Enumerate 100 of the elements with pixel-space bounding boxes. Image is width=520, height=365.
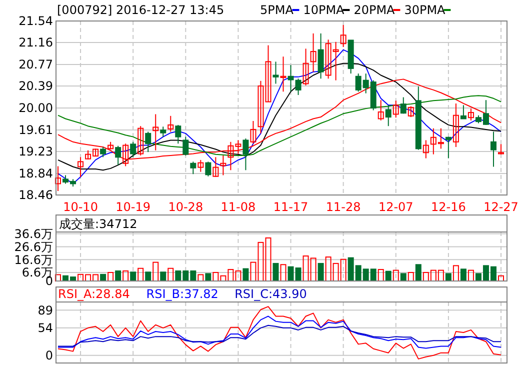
- bar: [400, 273, 406, 282]
- bar: [205, 273, 212, 282]
- candlestick: [422, 140, 429, 159]
- candlestick: [220, 154, 226, 176]
- candlestick: [400, 96, 406, 114]
- candlestick: [160, 126, 166, 138]
- candlestick: [385, 104, 392, 127]
- y-tick-label: 21.54: [18, 14, 53, 28]
- bar: [138, 268, 144, 282]
- line-series: [58, 316, 502, 349]
- y-tick-label: 20.39: [18, 79, 53, 94]
- y-tick-label: 18.84: [18, 166, 53, 181]
- candlestick: [280, 56, 286, 92]
- candlestick: [175, 124, 182, 144]
- candlestick: [460, 104, 466, 120]
- candlestick: [318, 32, 324, 80]
- x-tick-label: 10-28: [168, 200, 204, 214]
- candlestick: [452, 102, 459, 148]
- legend-label: 20PMA: [354, 3, 396, 17]
- candlestick: [490, 131, 496, 168]
- legend-label: 30PMA: [404, 3, 446, 17]
- bar: [498, 275, 504, 282]
- line-series: [58, 306, 502, 360]
- line-series: [58, 49, 502, 184]
- bar: [108, 272, 114, 282]
- x-tick-label: 11-28: [326, 200, 361, 214]
- text: RSI_C:43.90: [234, 287, 307, 301]
- bar: [378, 269, 384, 282]
- bar: [160, 272, 166, 282]
- bar: [408, 272, 414, 282]
- candlestick: [205, 161, 212, 177]
- candlestick: [190, 161, 196, 175]
- candlestick: [498, 144, 504, 155]
- candlestick: [138, 126, 144, 156]
- x-tick-label: 12-27: [484, 200, 518, 214]
- candlestick: [212, 156, 219, 178]
- bar: [272, 262, 279, 282]
- candlestick: [392, 100, 399, 118]
- x-tick-label: 12-07: [378, 200, 414, 214]
- candlestick: [272, 61, 279, 84]
- x-tick-label: 12-16: [431, 200, 466, 214]
- y-tick-label: 18.46: [18, 188, 53, 202]
- text: RSI_B:37.82: [146, 287, 218, 301]
- candlestick: [100, 146, 106, 158]
- candlestick: [78, 156, 84, 178]
- y-tick-label: 19.23: [18, 144, 53, 159]
- chart-title: [000792] 2016-12-27 13:45: [57, 3, 224, 17]
- candlestick: [408, 106, 414, 118]
- y-tick-label: 20.77: [18, 58, 53, 72]
- candlestick: [302, 48, 309, 86]
- bar: [152, 262, 159, 282]
- bar: [385, 270, 392, 282]
- candlestick: [168, 115, 174, 132]
- bar: [280, 264, 286, 282]
- bar: [415, 264, 422, 282]
- candlestick: [242, 138, 249, 171]
- y-tick-label: 36.6万: [14, 227, 53, 242]
- bar: [392, 270, 399, 282]
- y-tick-label: 54: [38, 321, 53, 336]
- text: 成交量:34712: [59, 217, 138, 231]
- candlestick: [55, 166, 61, 192]
- y-tick-label: 19.61: [18, 123, 53, 138]
- y-tick-label: 0: [45, 348, 53, 363]
- y-tick-label: 26.6万: [14, 240, 53, 254]
- x-tick-label: 11-08: [220, 200, 256, 214]
- bar: [445, 273, 452, 282]
- candlestick: [198, 159, 204, 172]
- legend-label: 10PMA: [303, 3, 346, 17]
- text: 20.00: [18, 101, 53, 116]
- y-tick-label: 16.6万: [14, 252, 53, 267]
- bar: [145, 272, 152, 282]
- x-tick-label: 10-10: [63, 200, 98, 214]
- candlestick: [310, 32, 316, 72]
- bar: [452, 265, 459, 282]
- candlestick: [445, 136, 452, 159]
- bar: [468, 270, 474, 282]
- candlestick: [152, 114, 159, 151]
- candlestick: [182, 136, 189, 156]
- bar: [130, 272, 136, 282]
- bar: [460, 268, 466, 282]
- y-tick-label: 21.16: [18, 36, 53, 50]
- candlestick: [145, 131, 152, 153]
- bar: [122, 270, 129, 282]
- candlestick: [378, 100, 384, 121]
- bar: [318, 262, 324, 282]
- bar: [198, 274, 204, 282]
- legend-label: 5PMA: [260, 3, 294, 17]
- y-tick-label: 6.6万: [22, 266, 53, 280]
- candlestick: [130, 141, 136, 158]
- candlestick: [115, 145, 122, 166]
- candlestick: [340, 24, 346, 48]
- candlestick: [250, 120, 256, 144]
- line-series: [58, 324, 502, 347]
- bar: [55, 274, 61, 282]
- candlestick: [468, 108, 474, 121]
- bar: [242, 268, 249, 282]
- series-label: RSI_A:28.84: [58, 287, 130, 301]
- x-tick-label: 10-19: [116, 200, 151, 214]
- bar: [168, 268, 174, 282]
- bar: [115, 270, 122, 282]
